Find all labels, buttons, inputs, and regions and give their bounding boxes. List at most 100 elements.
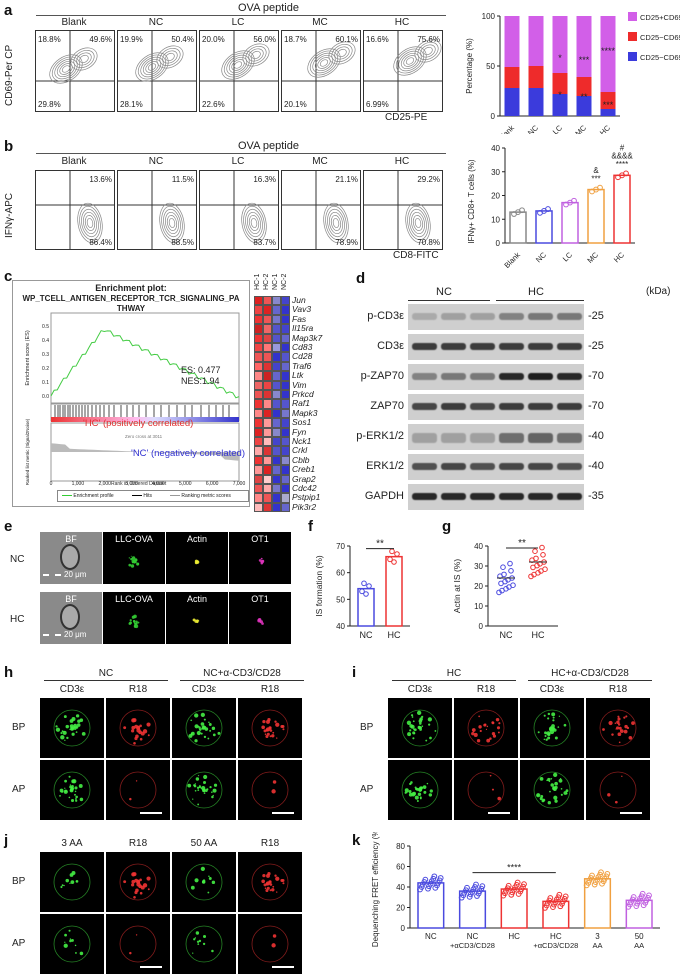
gsea-title: Enrichment plot:: [95, 283, 167, 293]
flow-a-plot: 18.8% 49.6% 29.8%: [35, 30, 115, 112]
fluor-spot: [550, 777, 553, 780]
data-point: [366, 583, 372, 589]
y-axis-label: IS formation (%): [314, 555, 324, 617]
contour-ring: [250, 218, 258, 228]
sig-mark: **: [376, 539, 384, 550]
fluor-spot: [272, 885, 275, 888]
gene-label: Fas: [292, 313, 307, 324]
contour-ring: [86, 218, 94, 228]
x-tick-label: HC: [612, 250, 626, 264]
fluor-spot: [201, 880, 206, 884]
gsea-legend: Enrichment profile Hits Ranking metric s…: [57, 490, 249, 502]
wb-blot: [408, 454, 584, 480]
heatmap-col-label: NC-1: [272, 270, 281, 292]
grid-row-label: BP: [360, 722, 374, 733]
y-tick-label: 60: [336, 569, 345, 578]
gsea-xtick: 2,000: [98, 481, 111, 487]
fluor-spot: [76, 723, 81, 727]
fluor-spot: [200, 722, 205, 726]
fluor-spot: [411, 716, 414, 718]
heatmap-cell: [263, 474, 272, 484]
bar: [587, 188, 605, 244]
gsea-plot: Enrichment plot: WP_TCELL_ANTIGEN_RECEPT…: [12, 280, 250, 507]
cell-outline: [401, 771, 439, 809]
fluor-spot: [187, 783, 192, 788]
cell-outline: [467, 771, 505, 809]
fluor-spot: [200, 787, 202, 789]
flow-a-svg: 18.8% 49.6% 29.8%: [36, 31, 114, 111]
fluor-spot: [208, 721, 210, 724]
x-tick-label: NC: [534, 250, 548, 264]
contour-ring: [163, 208, 181, 238]
fluor-spot: [617, 717, 621, 721]
wb-band: [441, 343, 466, 350]
data-point: [421, 879, 428, 885]
fluor-spot: [553, 772, 558, 778]
fluor-spot: [123, 880, 127, 884]
gene-label: Map3k7: [292, 332, 323, 343]
grid-col-label: R18: [260, 684, 280, 695]
gene-label: Il15ra: [292, 323, 314, 334]
es-tick: 0.0: [42, 394, 49, 400]
fluor-spot: [139, 737, 143, 741]
wb-band: [528, 493, 553, 500]
confocal-image: [106, 698, 170, 758]
wb-blot: [408, 364, 584, 390]
x-tick-label: NC: [467, 932, 479, 941]
micro-svg: [119, 925, 157, 963]
grid-row-label: AP: [360, 784, 374, 795]
micro-svg: [401, 771, 439, 809]
x-tick-label: MC: [585, 250, 600, 265]
confocal-image: [172, 914, 236, 974]
wb-band: [557, 403, 582, 410]
y-tick-label: 50: [486, 62, 495, 71]
contour-ring: [77, 202, 103, 244]
fluor-spot: [69, 882, 71, 885]
wb-line-hc: [496, 300, 584, 301]
contour-ring: [84, 215, 96, 231]
fluor-spot: [419, 722, 422, 725]
fluor-spot: [69, 724, 74, 729]
fluor-spot: [71, 938, 74, 942]
scale-bar: [272, 966, 294, 968]
fluor-spot: [136, 562, 140, 566]
heatmap-cell: [263, 418, 272, 428]
contour-ring: [156, 45, 184, 69]
fluor-spot: [74, 944, 77, 947]
enrichment-profile: [50, 330, 240, 399]
y-tick-label: 20: [474, 582, 483, 591]
fluor-spot: [137, 727, 139, 729]
fluor-spot: [497, 796, 502, 801]
fluor-spot: [77, 719, 81, 723]
fluor-spot: [265, 888, 269, 893]
confocal-image: [238, 698, 302, 758]
panel-b-bar-chart: 0 10 20 30 40 IFNγ+ CD8+ T cells (%) Blank NC LC…: [460, 138, 680, 270]
fluor-spot: [70, 788, 74, 792]
heatmap-cell: [281, 465, 290, 475]
data-point: [436, 877, 443, 884]
fluor-spot: [212, 733, 216, 737]
fluor-spot: [484, 723, 487, 726]
fluor-spot: [565, 792, 568, 795]
fluor-spot: [203, 735, 207, 739]
fluor-spot: [491, 721, 494, 724]
grid-group-line: [180, 680, 304, 681]
flow-b-svg: 29.2% 70.8%: [364, 171, 442, 249]
significance-mark: **: [580, 92, 588, 102]
fluor-spot: [69, 873, 74, 877]
fluor-spot: [616, 726, 620, 730]
fluor-spot: [265, 734, 269, 739]
fluor-spot: [275, 876, 280, 881]
confocal-image: [172, 698, 236, 758]
fluor-spot: [208, 875, 210, 878]
heatmap-cell: [263, 314, 272, 325]
gsea-xtick: 6,000: [206, 481, 219, 487]
heatmap-cell: [272, 361, 281, 372]
y-tick-label: 40: [336, 622, 345, 631]
flow-a-svg: 16.6% 75.6% 6.99%: [364, 31, 442, 111]
grid-col-label: 50 AA: [190, 838, 218, 849]
fluor-spot: [607, 793, 611, 797]
gene-label: Ltk: [292, 370, 304, 381]
fluor-spot: [194, 937, 197, 939]
wb-band: [470, 403, 495, 410]
